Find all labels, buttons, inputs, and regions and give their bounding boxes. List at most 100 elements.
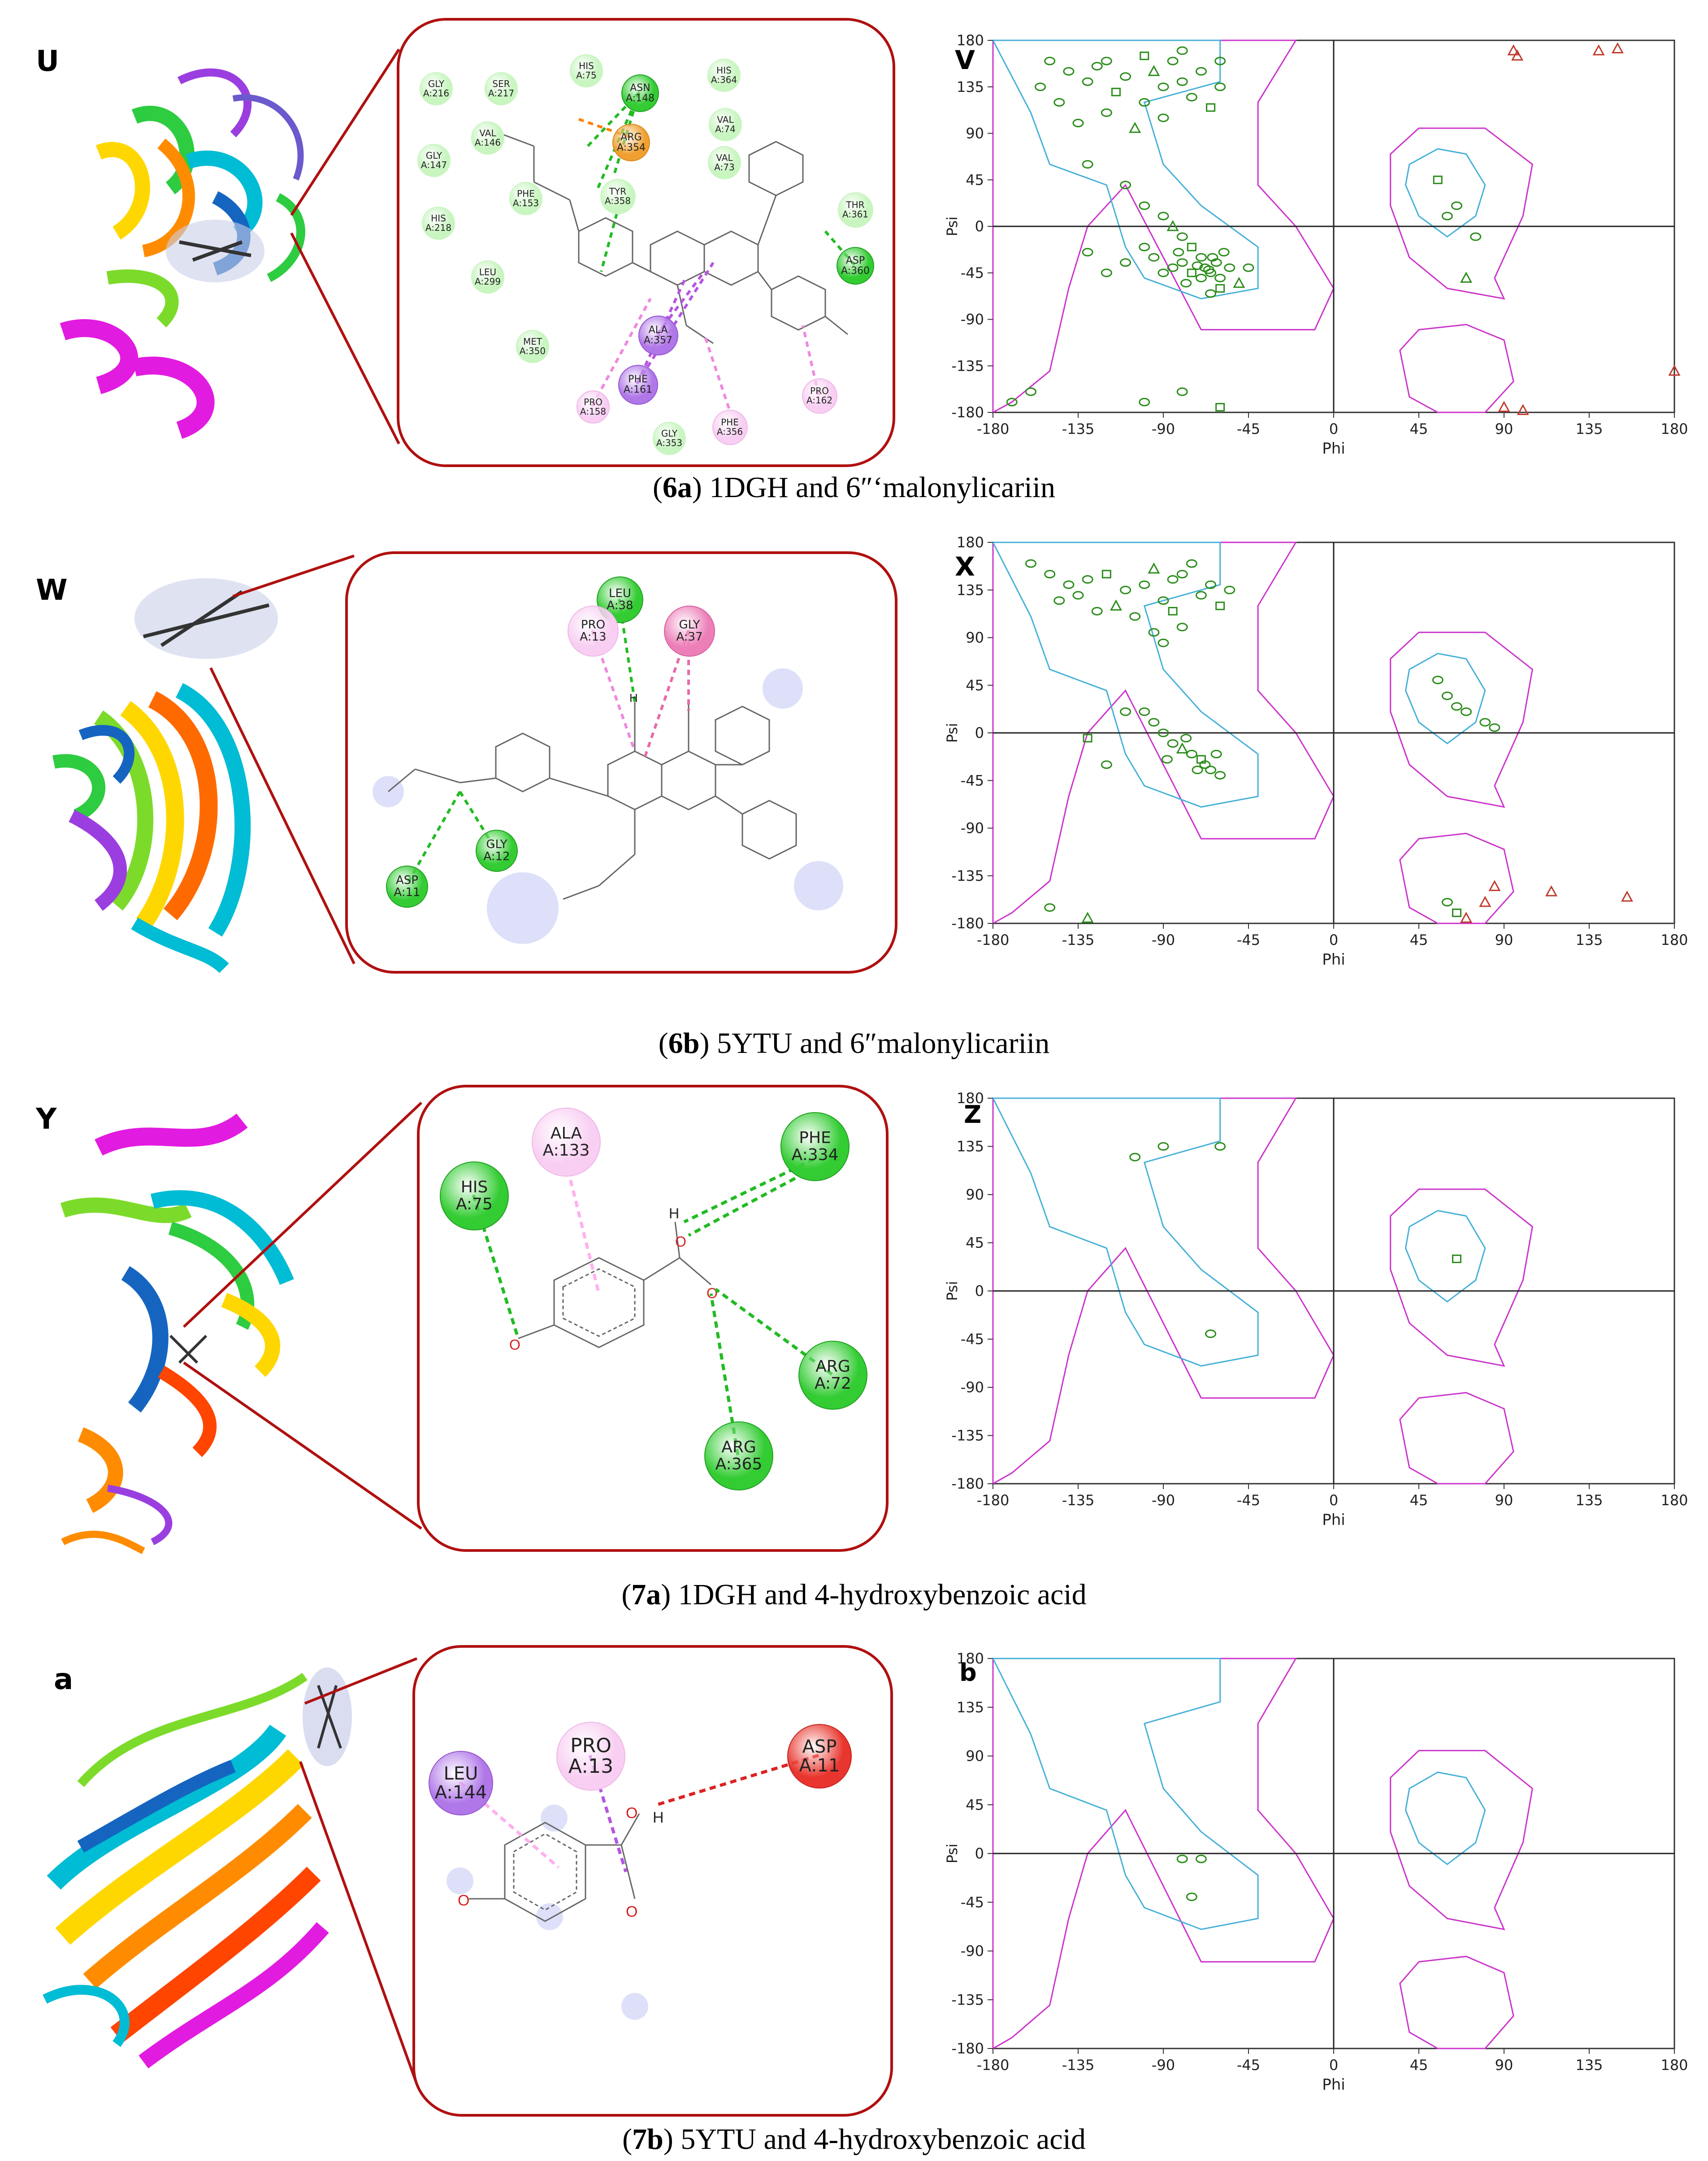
residue-position: A:146 [474, 137, 501, 148]
favored-region-contour [992, 1658, 1259, 1930]
hydrogen-label: H [629, 691, 638, 705]
residue-point [1203, 265, 1214, 274]
residue-point [1176, 623, 1188, 632]
oxygen-label: O [626, 1805, 637, 1822]
favored-region-contour [992, 541, 1259, 808]
residue-point [1205, 766, 1217, 775]
x-tick-label: -90 [1152, 931, 1175, 948]
residue-name: HIS [460, 1178, 488, 1197]
residue-point [1210, 749, 1222, 758]
left-helix-allowed-contour [1390, 127, 1533, 300]
y-tick-label: 90 [966, 629, 984, 646]
figure-row-7b: a O O [0, 1636, 1708, 2161]
x-tick-label: 135 [1575, 420, 1603, 437]
residue-point [1157, 82, 1169, 91]
residue-point [1224, 263, 1235, 272]
residue-name: LEU [609, 586, 631, 600]
residue-val-74: VAL A:74 [709, 108, 742, 141]
caption-id: 6a [662, 471, 692, 504]
residue-point [1451, 702, 1462, 711]
residue-name: TYR [609, 186, 627, 197]
residue-point [1139, 201, 1150, 210]
residue-point [1139, 398, 1150, 407]
residue-point [1195, 253, 1207, 262]
bottom-allowed-contour [1399, 324, 1514, 413]
residue-name: GLY [486, 837, 507, 851]
panel-letter-protein: a [54, 1663, 74, 1696]
residue-point [1243, 263, 1254, 272]
y-tick-label: 0 [975, 724, 984, 741]
residue-point [1176, 1854, 1188, 1863]
residue-arg-72: ARG A:72 [798, 1341, 867, 1410]
residue-point [1176, 77, 1188, 86]
residue-point [1091, 606, 1103, 615]
residue-met-350: MET A:350 [516, 330, 549, 363]
residue-point [1176, 387, 1188, 396]
residue-point [1195, 591, 1207, 600]
x-tick-label: -180 [977, 420, 1010, 437]
residue-his-218: HIS A:218 [422, 207, 455, 240]
oxygen-label: O [675, 1234, 686, 1250]
caption-6b: (6b) 5YTU and 6″malonylicariin [658, 1027, 1050, 1060]
y-tick-label: -45 [961, 772, 984, 789]
outlier-point [1507, 44, 1520, 56]
y-tick-label: 45 [966, 171, 984, 188]
residue-name: MET [523, 336, 542, 347]
residue-position: A:13 [580, 630, 607, 644]
outlier-point [1611, 42, 1624, 53]
residue-ala-133: ALA A:133 [532, 1108, 601, 1177]
residue-position: A:162 [806, 395, 833, 406]
glycine-point [1176, 742, 1188, 754]
residue-name: ARG [620, 131, 642, 143]
residue-name: PHE [628, 373, 648, 385]
residue-point [1215, 602, 1225, 611]
y-tick-label: 90 [966, 1186, 984, 1203]
y-tick-label: 45 [966, 1796, 984, 1813]
y-tick-label: -90 [961, 1379, 984, 1396]
bottom-allowed-contour [1399, 832, 1514, 924]
residue-name: LEU [443, 1763, 478, 1784]
residue-point [1157, 596, 1169, 605]
y-tick-label: 45 [966, 1234, 984, 1252]
residue-phe-153: PHE A:153 [509, 182, 542, 215]
residue-point [1091, 62, 1103, 71]
residue-position: A:216 [423, 88, 450, 99]
y-axis-label: Psi [944, 1844, 961, 1863]
residue-leu-38: LEU A:38 [597, 576, 643, 623]
x-tick-label: 45 [1410, 1492, 1428, 1509]
residue-point [1180, 734, 1192, 743]
residue-position: A:361 [842, 209, 869, 220]
x-tick-label: -180 [977, 1492, 1010, 1509]
residue-name: THR [846, 199, 865, 210]
residue-point [1176, 46, 1188, 55]
residue-position: A:75 [456, 1195, 493, 1213]
residue-point [1072, 118, 1084, 127]
residue-position: A:334 [791, 1146, 839, 1164]
residue-name: ASN [630, 82, 650, 94]
residue-point [1451, 201, 1462, 210]
residue-point [1044, 570, 1056, 579]
y-tick-label: -135 [951, 357, 984, 374]
residue-position: A:299 [474, 276, 501, 287]
residue-point [1157, 638, 1169, 647]
interaction-box-7b: O O O H LEU A:144 PRO A:13 ASP A:11 [412, 1645, 893, 2117]
residue-position: A:217 [488, 88, 515, 99]
hydrogen-label: H [669, 1205, 679, 1221]
favored-region-contour [992, 1097, 1259, 1367]
allowed-region-contour [992, 541, 1335, 925]
x-tick-label: -135 [1062, 1492, 1095, 1509]
x-tick-label: 0 [1329, 931, 1338, 948]
residue-position: A:360 [841, 265, 870, 277]
residue-point [1139, 580, 1150, 589]
residue-name: LEU [479, 267, 497, 277]
caption-text: 1DGH and 6″‘malonylicariin [702, 471, 1056, 504]
outlier-point [1511, 49, 1524, 61]
residue-position: A:73 [714, 162, 735, 173]
residue-gly-147: GLY A:147 [417, 144, 451, 177]
residue-position: A:218 [425, 222, 452, 233]
residue-point [1441, 212, 1453, 221]
residue-position: A:365 [715, 1455, 763, 1473]
x-tick-label: 90 [1495, 1492, 1513, 1509]
y-tick-label: -180 [951, 1475, 984, 1492]
residue-point [1199, 760, 1211, 769]
